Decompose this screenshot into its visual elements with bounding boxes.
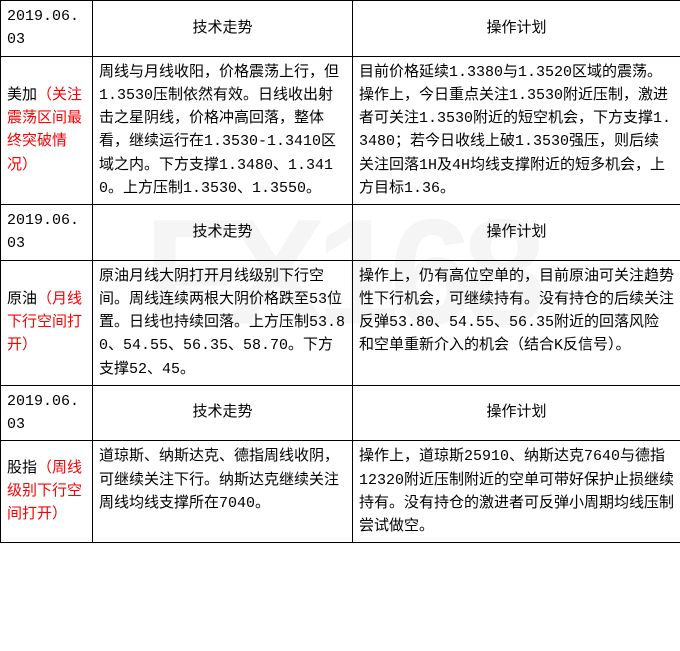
row-label: 股指（周线级别下行空间打开）	[1, 441, 93, 543]
col-header-tech: 技术走势	[93, 205, 353, 261]
table-row: 2019.06.03 技术走势 操作计划	[1, 385, 680, 441]
date-cell: 2019.06.03	[1, 205, 93, 261]
col-header-plan: 操作计划	[353, 385, 680, 441]
tech-cell: 道琼斯、纳斯达克、德指周线收阴，可继续关注下行。纳斯达克继续关注周线均线支撑所在…	[93, 441, 353, 543]
table-row: 股指（周线级别下行空间打开） 道琼斯、纳斯达克、德指周线收阴，可继续关注下行。纳…	[1, 441, 680, 543]
analysis-table: 2019.06.03 技术走势 操作计划 美加（关注震荡区间最终突破情况） 周线…	[0, 0, 680, 543]
table-row: 美加（关注震荡区间最终突破情况） 周线与月线收阳，价格震荡上行，但1.3530压…	[1, 56, 680, 205]
col-header-plan: 操作计划	[353, 1, 680, 57]
row-label: 原油（月线下行空间打开）	[1, 260, 93, 385]
date-cell: 2019.06.03	[1, 1, 93, 57]
label-main: 美加	[7, 87, 37, 103]
col-header-plan: 操作计划	[353, 205, 680, 261]
row-label: 美加（关注震荡区间最终突破情况）	[1, 56, 93, 205]
table-row: 2019.06.03 技术走势 操作计划	[1, 1, 680, 57]
tech-cell: 原油月线大阴打开月线级别下行空间。周线连续两根大阴价格跌至53位置。日线也持续回…	[93, 260, 353, 385]
date-cell: 2019.06.03	[1, 385, 93, 441]
plan-cell: 操作上，道琼斯25910、纳斯达克7640与德指12320附近压制附近的空单可带…	[353, 441, 680, 543]
plan-cell: 目前价格延续1.3380与1.3520区域的震荡。操作上，今日重点关注1.353…	[353, 56, 680, 205]
col-header-tech: 技术走势	[93, 1, 353, 57]
col-header-tech: 技术走势	[93, 385, 353, 441]
plan-cell: 操作上，仍有高位空单的，目前原油可关注趋势性下行机会，可继续持有。没有持仓的后续…	[353, 260, 680, 385]
table-row: 2019.06.03 技术走势 操作计划	[1, 205, 680, 261]
table-row: 原油（月线下行空间打开） 原油月线大阴打开月线级别下行空间。周线连续两根大阴价格…	[1, 260, 680, 385]
label-main: 原油	[7, 291, 37, 307]
tech-cell: 周线与月线收阳，价格震荡上行，但1.3530压制依然有效。日线收出射击之星阴线，…	[93, 56, 353, 205]
label-main: 股指	[7, 460, 37, 476]
